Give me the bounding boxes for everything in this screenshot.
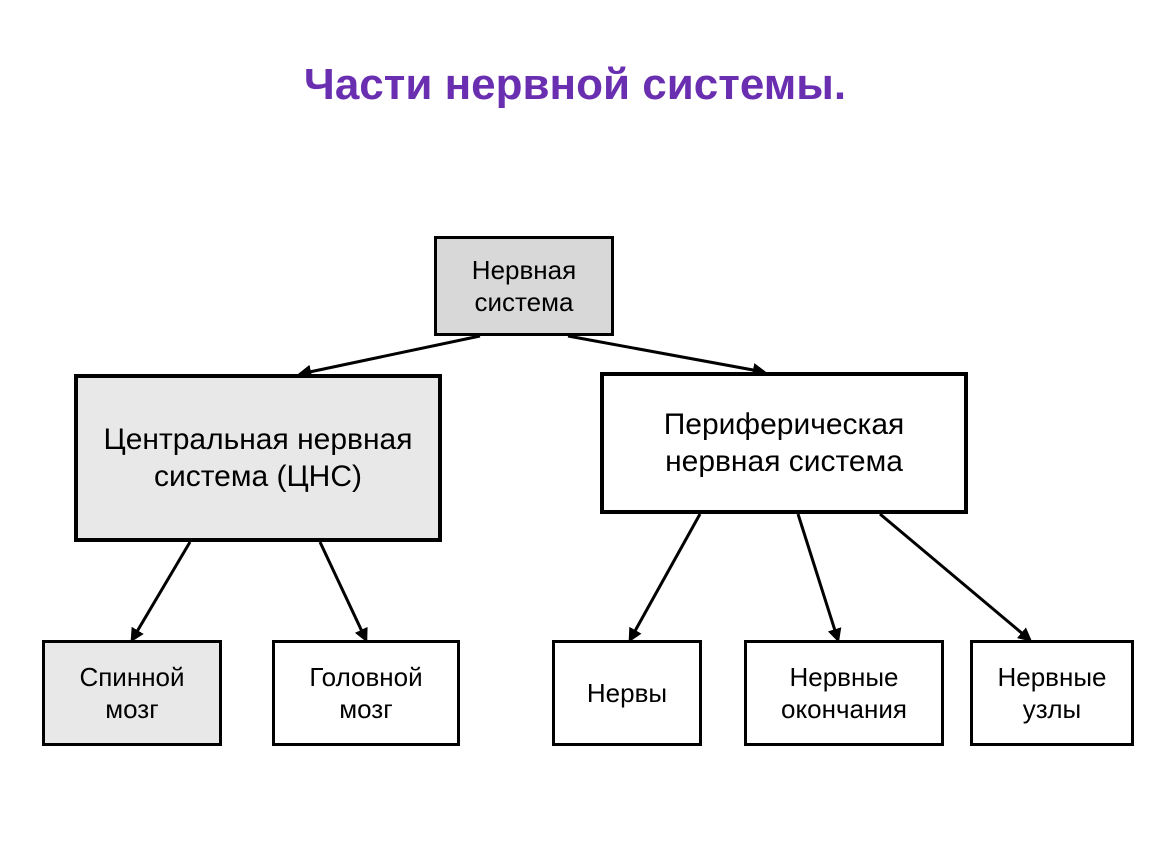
edge [798,514,838,640]
node-ganglia: Нервные узлы [970,640,1134,746]
node-cns: Центральная нервная система (ЦНС) [74,374,442,542]
edge [880,514,1030,640]
node-endings: Нервные окончания [744,640,944,746]
diagram-title: Части нервной системы. [0,60,1150,110]
edge [300,336,480,374]
node-spinal: Спинной мозг [42,640,222,746]
edge [320,542,366,640]
node-root: Нервная система [434,236,614,336]
node-nerves: Нервы [552,640,702,746]
edge [630,514,700,640]
edge [568,336,764,372]
node-brain: Головной мозг [272,640,460,746]
edge [132,542,190,640]
node-pns: Периферическая нервная система [600,372,968,514]
